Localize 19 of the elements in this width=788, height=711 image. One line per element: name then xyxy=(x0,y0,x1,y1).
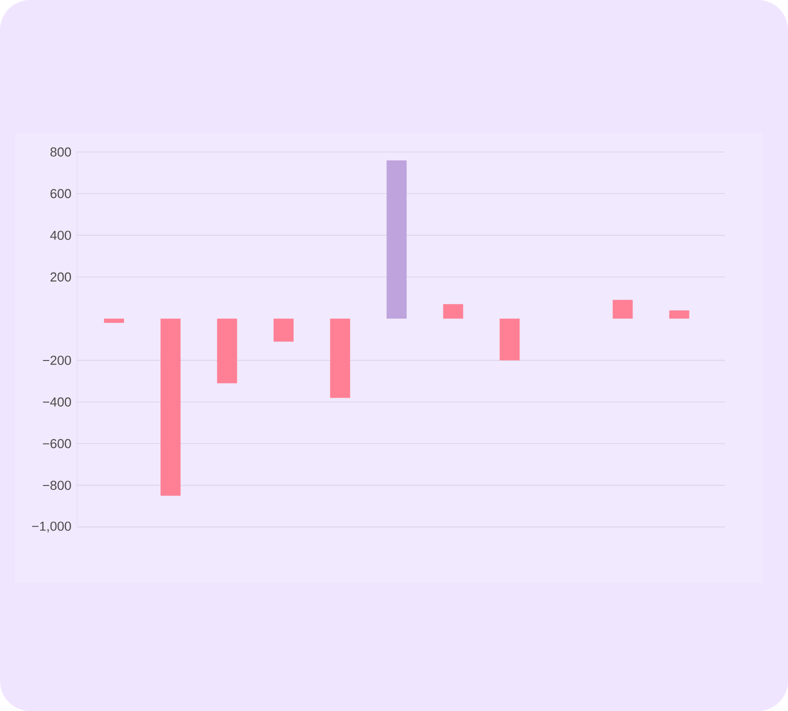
bar xyxy=(104,318,124,323)
bar xyxy=(274,318,294,342)
bar xyxy=(386,160,407,319)
y-tick-label: 800 xyxy=(50,147,71,157)
bar xyxy=(669,310,690,319)
y-tick-label: 600 xyxy=(50,189,71,198)
y-tick-label: −200 xyxy=(42,356,71,365)
y-tick-label: −600 xyxy=(42,439,71,448)
bar xyxy=(443,304,464,319)
y-tick-label: −1,000 xyxy=(32,522,71,532)
y-tick-label: −800 xyxy=(42,480,71,490)
y-tick-label: 200 xyxy=(50,272,71,282)
bar xyxy=(500,318,520,360)
y-tick-label: −400 xyxy=(42,397,71,407)
bar xyxy=(160,318,181,496)
bar xyxy=(612,300,633,319)
y-tick-label: 400 xyxy=(50,230,71,240)
bar xyxy=(217,318,238,384)
bar xyxy=(330,318,350,398)
